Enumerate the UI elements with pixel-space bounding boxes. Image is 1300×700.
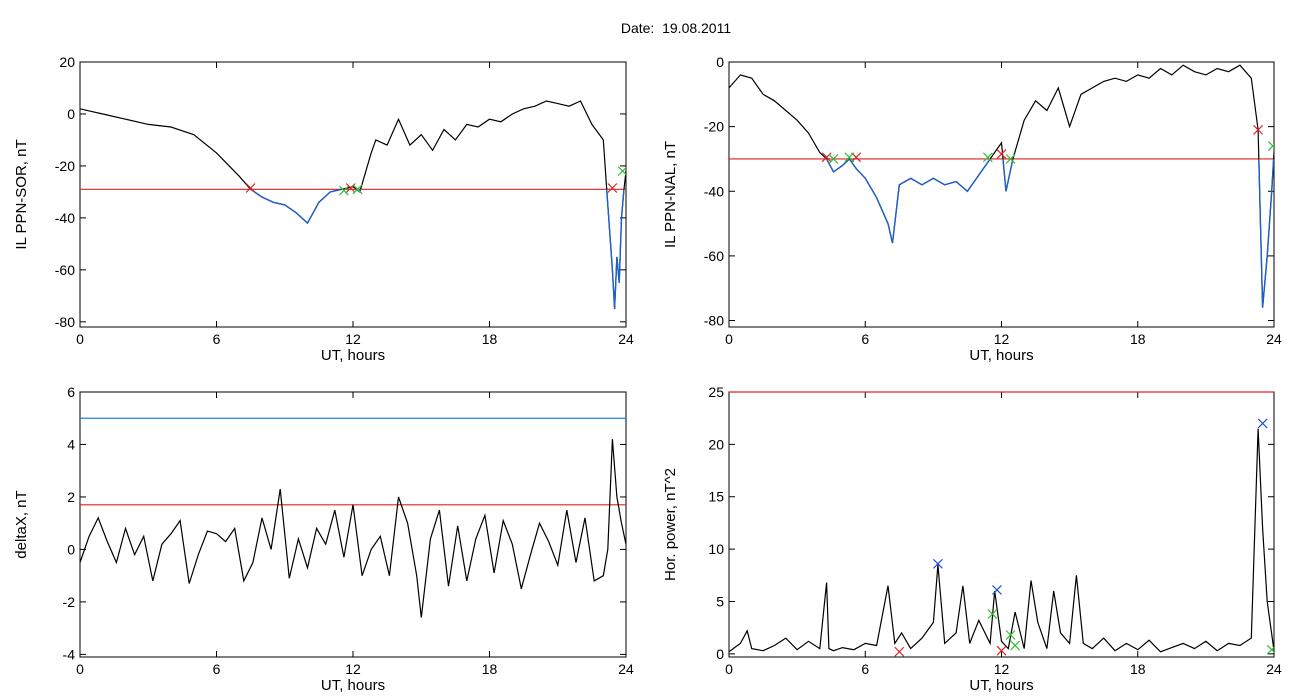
plot-frame <box>79 391 627 658</box>
x-axis-label: UT, hours <box>321 677 385 694</box>
y-tick-label: -20 <box>704 119 724 135</box>
y-tick-label: -2 <box>63 594 76 610</box>
y-tick-label: -60 <box>704 248 724 264</box>
marker-blue <box>992 585 1002 595</box>
x-tick-label: 12 <box>994 331 1010 347</box>
y-tick-label: 0 <box>67 541 75 557</box>
marker-green <box>1267 141 1274 151</box>
panel-p3: 0 6 12 18 24 6 4 2 0 -2 -4 UT, hours deltaX, nT <box>13 384 634 694</box>
x-tick-label: 6 <box>861 331 869 347</box>
x-tick-label: 12 <box>345 661 361 677</box>
series-line <box>729 428 1274 653</box>
x-tick-label: 24 <box>618 661 634 677</box>
series-line <box>80 439 626 618</box>
plot-frame <box>728 61 1275 328</box>
plot-frame <box>728 391 1275 658</box>
y-tick-label: 2 <box>67 489 75 505</box>
marker-green <box>987 609 998 619</box>
x-tick-label: 0 <box>76 661 84 677</box>
x-tick-label: 6 <box>213 661 221 677</box>
figure-title: Date: 19.08.2011 <box>620 20 732 36</box>
series-below-threshold <box>249 189 625 309</box>
y-tick-label: 4 <box>67 436 75 452</box>
marker-green <box>1005 630 1016 640</box>
x-tick-label: 12 <box>994 661 1010 677</box>
x-tick-label: 0 <box>725 331 733 347</box>
marker-red <box>894 646 905 657</box>
y-tick-label: -4 <box>63 646 76 662</box>
y-tick-label: -60 <box>55 262 75 278</box>
y-axis-label: Hor. power, nT^2 <box>662 468 679 581</box>
y-tick-label: 6 <box>67 384 75 400</box>
marker-green <box>1005 154 1016 164</box>
x-axis-label: UT, hours <box>969 677 1033 694</box>
y-tick-label: -80 <box>55 314 75 330</box>
y-tick-label: -20 <box>55 158 75 174</box>
x-tick-label: 18 <box>1130 661 1146 677</box>
marker-blue <box>1257 418 1268 429</box>
marker-green <box>617 166 626 177</box>
x-tick-label: 18 <box>482 661 498 677</box>
x-tick-label: 0 <box>76 331 84 347</box>
y-tick-label: -80 <box>704 313 724 329</box>
y-tick-label: 20 <box>59 54 75 70</box>
x-axis-label: UT, hours <box>969 347 1033 364</box>
marker-blue <box>932 558 943 569</box>
marker-green <box>828 154 839 164</box>
y-axis-label: IL PPN-NAL, nT <box>662 141 679 248</box>
x-tick-label: 6 <box>213 331 221 347</box>
y-axis-label: IL PPN-SOR, nT <box>13 139 30 249</box>
marker-red <box>1253 124 1264 135</box>
marker-green <box>1010 640 1021 651</box>
y-tick-label: 25 <box>708 384 724 400</box>
panel-p4: 0 6 12 18 24 25 20 15 10 5 0 UT, hours Hor. power, n… <box>662 384 1282 694</box>
marker-green <box>338 185 349 196</box>
y-tick-label: 0 <box>716 646 724 662</box>
series-line <box>80 100 626 309</box>
marker-red <box>996 149 1007 160</box>
x-tick-label: 24 <box>618 331 634 347</box>
y-tick-label: 15 <box>708 489 724 505</box>
x-tick-label: 24 <box>1266 661 1282 677</box>
plot-area <box>729 391 1274 657</box>
y-axis-label: deltaX, nT <box>13 490 30 558</box>
plot-area <box>80 417 626 618</box>
y-tick-label: 5 <box>716 593 724 609</box>
y-tick-label: -40 <box>704 183 724 199</box>
plot-area <box>80 100 626 309</box>
marker-red <box>996 645 1007 656</box>
series-below-threshold <box>825 158 1274 308</box>
y-tick-label: -40 <box>55 210 75 226</box>
y-tick-label: 20 <box>708 436 724 452</box>
x-tick-label: 12 <box>345 331 361 347</box>
y-tick-label: 10 <box>708 541 724 557</box>
x-tick-label: 18 <box>1130 331 1146 347</box>
marker-green <box>982 152 993 163</box>
panel-p1: 0 6 12 18 24 20 0 -20 -40 -60 -80 UT, hours IL PPN-S… <box>13 54 634 364</box>
x-tick-label: 18 <box>482 331 498 347</box>
x-tick-label: 0 <box>725 661 733 677</box>
marker-green <box>1266 644 1274 655</box>
marker-green <box>844 152 855 163</box>
plot-area <box>729 64 1274 308</box>
marker-red <box>245 183 256 193</box>
series-line <box>729 64 1274 308</box>
x-axis-label: UT, hours <box>321 347 385 364</box>
y-tick-label: 0 <box>67 106 75 122</box>
x-tick-label: 24 <box>1266 331 1282 347</box>
x-tick-label: 6 <box>861 661 869 677</box>
y-tick-label: 0 <box>716 54 724 70</box>
panel-p2: 0 6 12 18 24 0 -20 -40 -60 -80 UT, hours IL PPN-NAL… <box>662 54 1282 364</box>
marker-red <box>607 183 618 193</box>
marker-green <box>352 184 363 195</box>
